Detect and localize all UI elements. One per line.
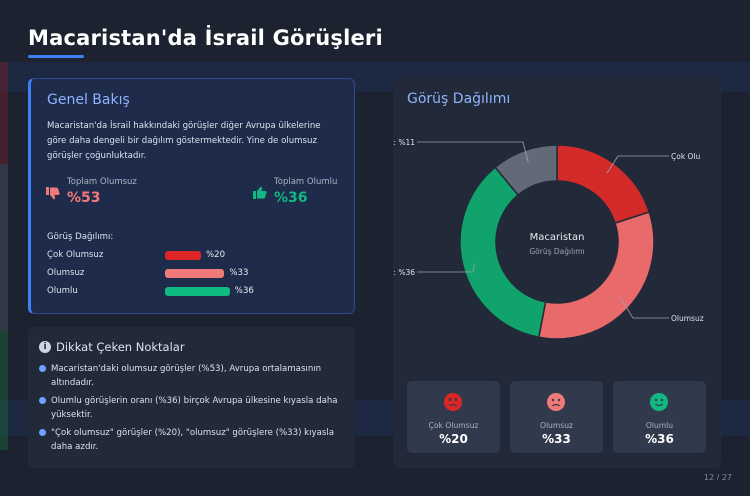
- overview-heading: Genel Bakış: [47, 92, 130, 108]
- donut-slice: [556, 144, 651, 225]
- donut-slice: [459, 166, 547, 339]
- donut-leader-line: [417, 141, 529, 163]
- background-flag-white: [0, 164, 8, 330]
- distribution-row: Olumsuz %33: [47, 267, 347, 281]
- donut-slice-label: lu: %36: [393, 268, 415, 277]
- note-item: Olumlu görüşlerin oranı (%36) birçok Avr…: [39, 394, 344, 422]
- donut-leader-line: [620, 298, 669, 319]
- donut-slice: [494, 144, 558, 197]
- card-value: %20: [439, 432, 468, 446]
- smile-face-icon: [650, 393, 668, 411]
- card-value: %33: [542, 432, 571, 446]
- donut-leader-line: [417, 263, 476, 273]
- title-underline: [28, 55, 84, 58]
- card-label: Olumsuz: [539, 421, 574, 430]
- donut-center-subtitle: Görüş Dağılımı: [529, 247, 584, 256]
- distribution-bar: [165, 269, 225, 278]
- donut-slice-label: Olumsuz: [671, 314, 704, 323]
- distribution-row-name: Çok Olumsuz: [47, 250, 104, 260]
- notes-heading: Dikkat Çeken Noktalar: [56, 340, 185, 354]
- donut-slice-label: Çok Olu: [671, 152, 701, 161]
- card-positive: Olumlu %36: [613, 381, 706, 453]
- note-text: Macaristan'daki olumsuz görüşler (%53), …: [51, 364, 322, 388]
- card-value: %36: [645, 432, 674, 446]
- distribution-heading: Görüş Dağılımı: [407, 91, 511, 107]
- note-text: "Çok olumsuz" görüşler (%20), "olumsuz" …: [51, 428, 335, 452]
- distribution-row-value: %36: [234, 286, 254, 296]
- distribution-panel: Görüş Dağılımı Çok Olu Olumsuz lu: %36 ok: …: [393, 78, 721, 468]
- bullet-dot: [39, 365, 46, 372]
- total-negative-label: Toplam Olumsuz: [67, 177, 137, 187]
- total-positive-label: Toplam Olumlu: [274, 177, 338, 187]
- card-label: Çok Olumsuz: [428, 421, 479, 430]
- distribution-row-name: Olumlu: [47, 286, 78, 296]
- note-item: "Çok olumsuz" görüşler (%20), "olumsuz" …: [39, 426, 344, 454]
- thumbs-down-icon: [46, 187, 60, 200]
- donut-slice-label: ok: %11: [393, 138, 415, 147]
- card-very-negative: Çok Olumsuz %20: [407, 381, 500, 453]
- distribution-row-name: Olumsuz: [47, 268, 85, 278]
- note-text: Olumlu görüşlerin oranı (%36) birçok Avr…: [51, 396, 338, 420]
- total-negative-value: %53: [67, 190, 101, 206]
- donut-chart: Çok OluOlumsuzlu: %36ok: %11 Macaristan …: [393, 138, 704, 340]
- distribution-bar: [165, 287, 230, 296]
- overview-panel: Genel Bakış Macaristan'da İsrail hakkınd…: [28, 78, 355, 314]
- overview-description: Macaristan'da İsrail hakkındaki görüşler…: [47, 121, 321, 161]
- note-item: Macaristan'daki olumsuz görüşler (%53), …: [39, 362, 344, 390]
- distribution-row-value: %33: [229, 268, 249, 278]
- background-flag-red: [0, 62, 8, 164]
- frown-face-icon: [444, 393, 462, 411]
- distribution-bar: [165, 251, 201, 260]
- bullet-dot: [39, 397, 46, 404]
- distribution-row-value: %20: [206, 250, 226, 260]
- card-label: Olumlu: [645, 421, 674, 430]
- page-title: Macaristan'da İsrail Görüşleri: [28, 26, 383, 50]
- distribution-title: Görüş Dağılımı:: [47, 232, 114, 242]
- card-negative: Olumsuz %33: [510, 381, 603, 453]
- total-positive-value: %36: [274, 190, 308, 206]
- donut-leader-line: [606, 155, 669, 174]
- info-icon: i: [39, 341, 51, 353]
- page-number: 12 / 27: [703, 473, 732, 482]
- bullet-dot: [39, 429, 46, 436]
- notes-panel: i Dikkat Çeken Noktalar Macaristan'daki …: [28, 327, 355, 468]
- distribution-row: Çok Olumsuz %20: [47, 249, 347, 263]
- thumbs-up-icon: [253, 186, 267, 199]
- distribution-row: Olumlu %36: [47, 285, 347, 299]
- background-flag-green: [0, 330, 8, 450]
- donut-slice: [537, 211, 655, 340]
- donut-center-title: Macaristan: [530, 232, 585, 243]
- sad-face-icon: [547, 393, 565, 411]
